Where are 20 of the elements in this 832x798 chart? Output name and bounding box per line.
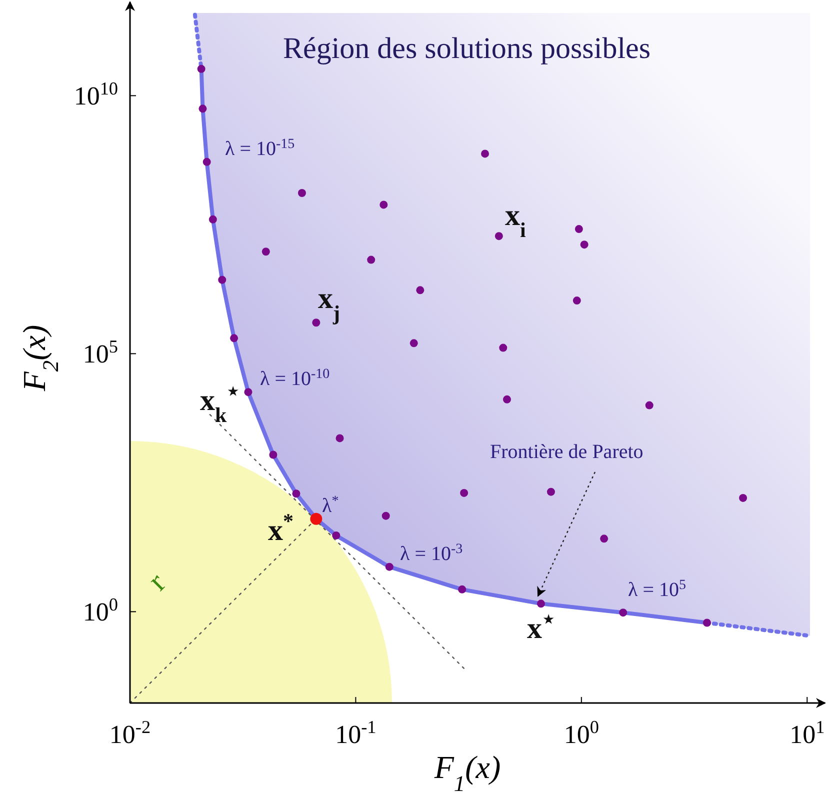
annotation: Région des solutions possibles (283, 32, 651, 65)
x-tick-label: 10$^{-1}$ (335, 717, 376, 749)
annotation: Frontière de Pareto (490, 441, 644, 463)
annotation: λ = 10$^{-15}$ (225, 136, 295, 160)
annotation: λ = 10$^{5}$ (628, 578, 686, 601)
annotation: x$_{i}$ (505, 199, 526, 242)
annotation: λ = 10$^{-10}$ (260, 366, 330, 390)
annotation: λ$^{*}$ (322, 494, 339, 517)
x-axis-title: F$_{1}$(x) (433, 749, 501, 796)
annotation: r (142, 566, 172, 597)
y-tick-label: 10$^{0}$ (82, 594, 118, 627)
annotation: x$_{j}$ (318, 282, 340, 325)
x-tick-label: 10$^{1}$ (790, 717, 825, 749)
annotation: x$^{*}$ (268, 509, 294, 547)
annotation: λ = 10$^{-3}$ (400, 542, 463, 565)
x-tick-label: 10$^{-2}$ (109, 717, 151, 749)
annotation: x$^{⋆}$ (527, 607, 555, 645)
y-tick-label: 10$^{10}$ (74, 78, 118, 111)
x-tick-label: 10$^{0}$ (564, 717, 599, 749)
y-tick-label: 10$^{5}$ (82, 336, 118, 369)
